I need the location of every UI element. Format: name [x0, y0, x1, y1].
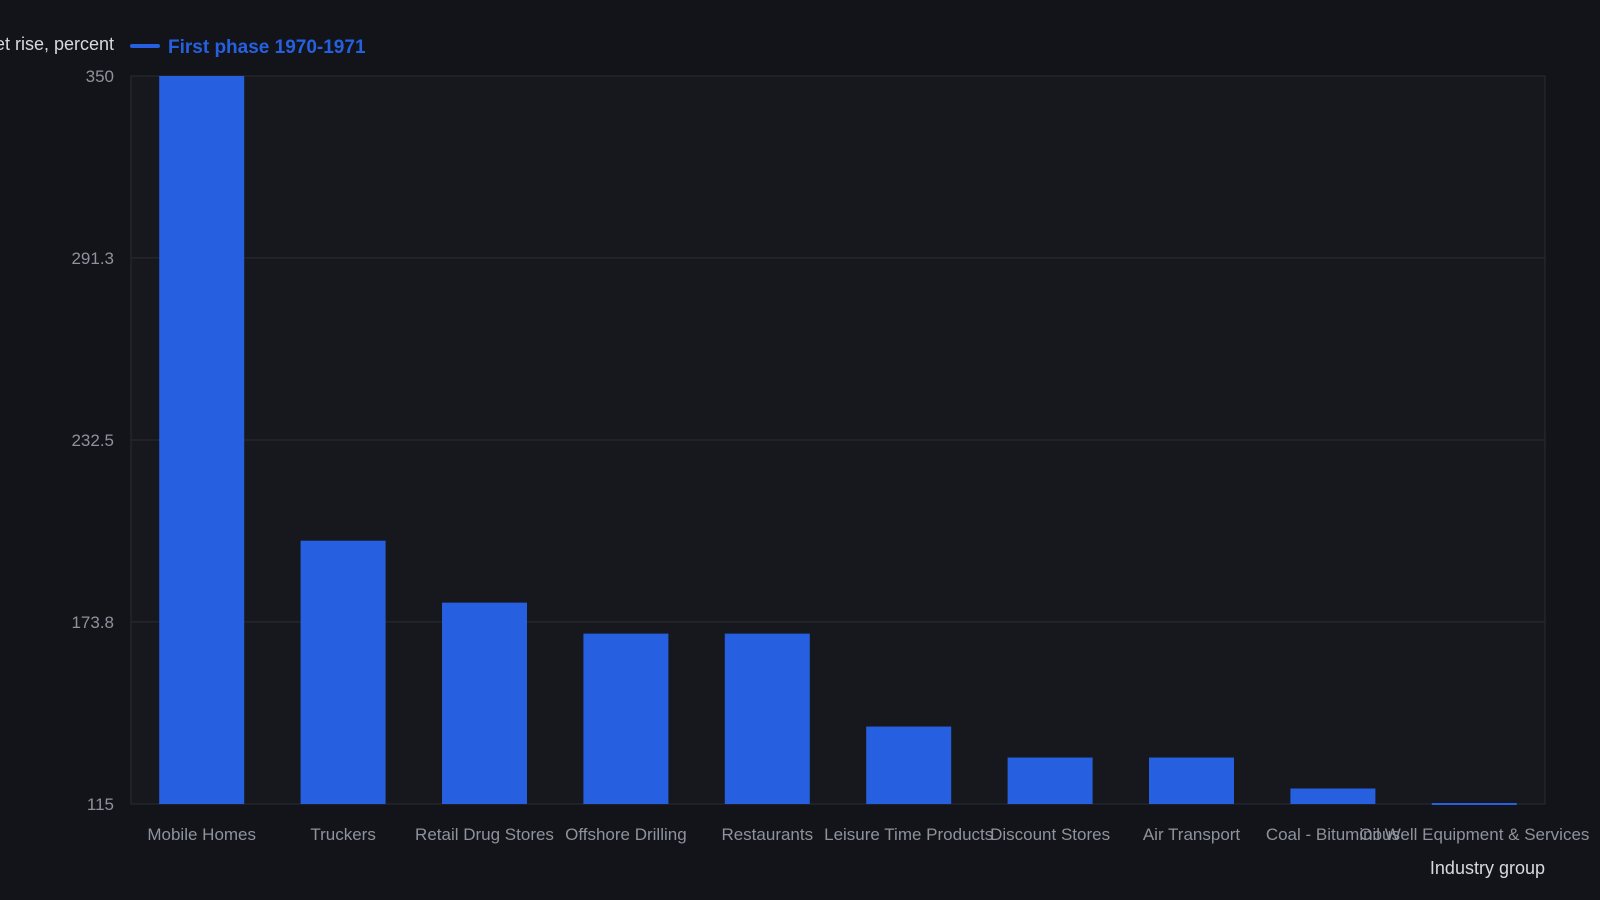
y-tick-label: 115 — [87, 795, 114, 814]
x-tick-label: Mobile Homes — [147, 825, 256, 844]
x-tick-label: Truckers — [310, 825, 376, 844]
bar[interactable] — [1007, 757, 1093, 804]
y-tick-label: 291.3 — [71, 249, 114, 268]
bar[interactable] — [1290, 788, 1376, 804]
x-axis-ticks: Mobile Homes Truckers Retail Drug Stores Of… — [147, 825, 1589, 844]
bars — [159, 76, 1517, 805]
legend-swatch — [130, 44, 160, 48]
x-axis-title: Industry group — [1430, 858, 1545, 878]
y-tick-label: 232.5 — [71, 431, 114, 450]
x-tick-label: Discount Stores — [990, 825, 1110, 844]
x-tick-label: Restaurants — [721, 825, 813, 844]
y-axis-ticks: 350 291.3 232.5 173.8 115 — [71, 67, 114, 814]
x-tick-label: Offshore Drilling — [565, 825, 687, 844]
y-tick-label: 173.8 — [71, 613, 114, 632]
legend-label: First phase 1970-1971 — [168, 37, 366, 58]
bar[interactable] — [159, 76, 245, 804]
y-tick-label: 350 — [86, 67, 114, 86]
legend[interactable]: First phase 1970-1971 — [130, 37, 366, 58]
bar[interactable] — [1431, 803, 1517, 805]
x-tick-label: Coal - Bituminous — [1266, 825, 1400, 844]
x-tick-label: Air Transport — [1143, 825, 1241, 844]
bar[interactable] — [442, 602, 527, 804]
y-axis-title: Market rise, percent — [0, 34, 114, 54]
bar[interactable] — [866, 726, 952, 804]
x-tick-label: Retail Drug Stores — [415, 825, 554, 844]
bar[interactable] — [300, 540, 386, 804]
bar[interactable] — [1149, 757, 1234, 804]
bar[interactable] — [724, 633, 810, 804]
x-tick-label: Oil Well Equipment & Services — [1359, 825, 1589, 844]
bar[interactable] — [583, 633, 669, 804]
x-tick-label: Leisure Time Products — [824, 825, 993, 844]
